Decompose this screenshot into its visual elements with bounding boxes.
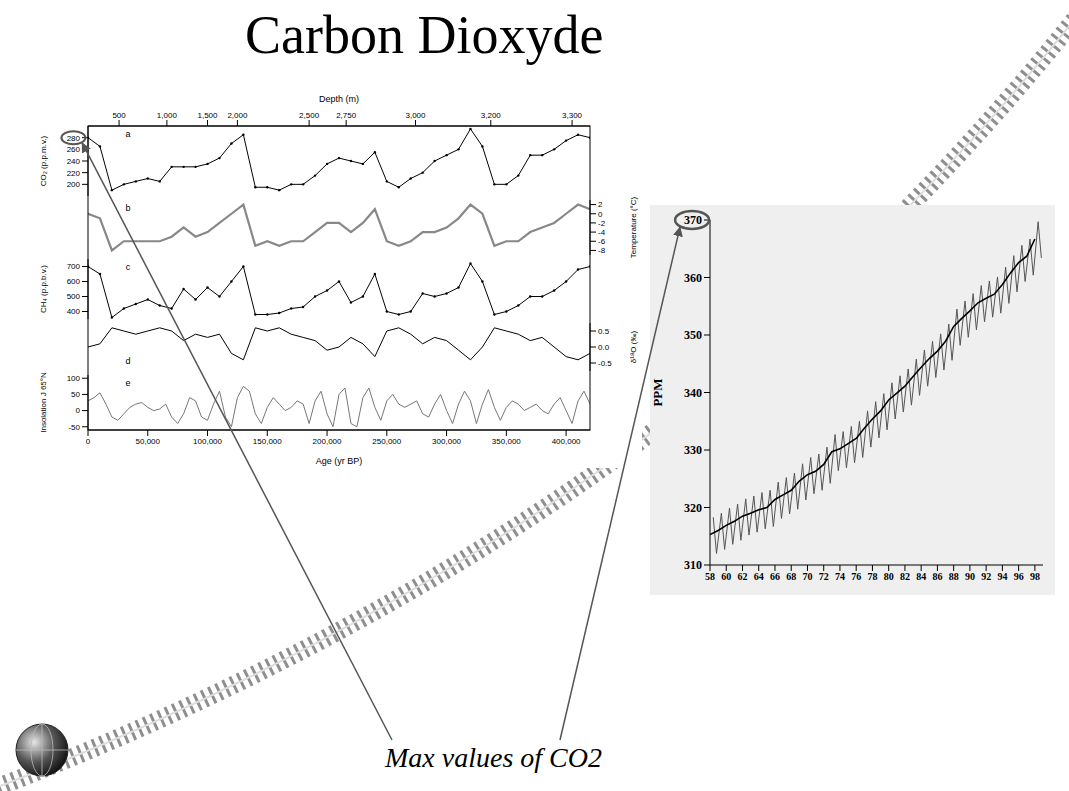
svg-text:2,500: 2,500: [299, 111, 320, 120]
svg-text:2: 2: [598, 200, 603, 209]
svg-text:350: 350: [684, 328, 702, 342]
svg-text:400,000: 400,000: [552, 437, 581, 446]
svg-text:78: 78: [867, 571, 877, 582]
svg-text:400: 400: [67, 307, 81, 316]
svg-text:92: 92: [981, 571, 991, 582]
svg-text:Insolation J 65°N: Insolation J 65°N: [39, 372, 48, 433]
svg-text:CO₂ (p.p.m.v.): CO₂ (p.p.m.v.): [39, 135, 48, 186]
svg-text:2,000: 2,000: [227, 111, 248, 120]
svg-text:70: 70: [802, 571, 812, 582]
svg-text:60: 60: [721, 571, 731, 582]
svg-text:330: 330: [684, 443, 702, 457]
svg-text:-6: -6: [598, 237, 606, 246]
svg-text:66: 66: [770, 571, 780, 582]
svg-text:50: 50: [71, 390, 80, 399]
svg-text:δ¹⁸O (‰): δ¹⁸O (‰): [629, 331, 638, 364]
svg-text:Age (yr BP): Age (yr BP): [316, 456, 363, 466]
svg-text:CH₄ (p.p.b.v.): CH₄ (p.p.b.v.): [39, 265, 48, 313]
svg-text:c: c: [126, 262, 131, 272]
svg-text:e: e: [125, 378, 130, 388]
svg-text:58: 58: [705, 571, 715, 582]
svg-text:72: 72: [819, 571, 829, 582]
svg-text:350,000: 350,000: [492, 437, 521, 446]
svg-text:100,000: 100,000: [193, 437, 222, 446]
svg-text:280: 280: [67, 134, 81, 143]
svg-text:360: 360: [684, 271, 702, 285]
svg-text:96: 96: [1014, 571, 1024, 582]
svg-text:1,000: 1,000: [157, 111, 178, 120]
svg-text:80: 80: [884, 571, 894, 582]
svg-text:b: b: [125, 203, 130, 213]
svg-text:Temperature (°C): Temperature (°C): [629, 196, 638, 258]
svg-text:-4: -4: [598, 228, 606, 237]
svg-text:0.5: 0.5: [598, 327, 610, 336]
svg-text:240: 240: [67, 157, 81, 166]
svg-text:a: a: [125, 129, 130, 139]
svg-text:500: 500: [67, 292, 81, 301]
svg-text:0: 0: [598, 210, 603, 219]
svg-text:76: 76: [851, 571, 861, 582]
svg-text:0.0: 0.0: [598, 343, 610, 352]
svg-text:150,000: 150,000: [253, 437, 282, 446]
svg-text:62: 62: [737, 571, 747, 582]
svg-text:88: 88: [949, 571, 959, 582]
svg-text:220: 220: [67, 169, 81, 178]
svg-text:3,000: 3,000: [405, 111, 426, 120]
svg-text:74: 74: [835, 571, 845, 582]
svg-text:2,750: 2,750: [336, 111, 357, 120]
svg-text:98: 98: [1030, 571, 1040, 582]
svg-text:320: 320: [684, 501, 702, 515]
svg-text:100: 100: [67, 374, 81, 383]
svg-text:300,000: 300,000: [432, 437, 461, 446]
svg-text:d: d: [125, 356, 130, 366]
svg-text:200: 200: [67, 180, 81, 189]
svg-text:340: 340: [684, 386, 702, 400]
svg-text:200,000: 200,000: [313, 437, 342, 446]
svg-text:-0.5: -0.5: [598, 359, 612, 368]
svg-text:50,000: 50,000: [136, 437, 161, 446]
svg-text:700: 700: [67, 262, 81, 271]
svg-text:500: 500: [112, 111, 126, 120]
html-text:Max values of CO2: Max values of CO2: [385, 742, 602, 773]
svg-text:3,300: 3,300: [562, 111, 583, 120]
svg-text:3,200: 3,200: [481, 111, 502, 120]
svg-text:250,000: 250,000: [372, 437, 401, 446]
svg-text:68: 68: [786, 571, 796, 582]
html-text:Carbon Dioxyde: Carbon Dioxyde: [245, 5, 604, 65]
svg-text:-50: -50: [68, 423, 80, 432]
svg-text:0: 0: [86, 437, 91, 446]
svg-text:90: 90: [965, 571, 975, 582]
svg-text:600: 600: [67, 277, 81, 286]
svg-text:82: 82: [900, 571, 910, 582]
svg-text:-2: -2: [598, 219, 606, 228]
svg-text:1,500: 1,500: [198, 111, 219, 120]
svg-text:94: 94: [997, 571, 1007, 582]
svg-text:Depth (m): Depth (m): [319, 94, 359, 104]
svg-text:-8: -8: [598, 246, 606, 255]
svg-text:86: 86: [932, 571, 942, 582]
svg-text:310: 310: [684, 558, 702, 572]
svg-text:0: 0: [76, 406, 81, 415]
svg-text:260: 260: [67, 145, 81, 154]
svg-text:84: 84: [916, 571, 926, 582]
svg-text:370: 370: [684, 213, 702, 227]
svg-text:PPM: PPM: [650, 378, 665, 406]
svg-text:64: 64: [754, 571, 764, 582]
